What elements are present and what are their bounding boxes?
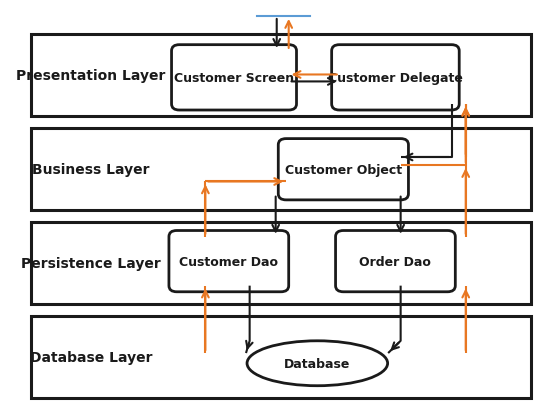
Text: Customer Dao: Customer Dao xyxy=(180,255,279,268)
FancyBboxPatch shape xyxy=(169,231,289,292)
FancyBboxPatch shape xyxy=(31,36,531,117)
Text: Persistence Layer: Persistence Layer xyxy=(21,256,160,271)
FancyBboxPatch shape xyxy=(171,45,296,111)
Text: Customer Object: Customer Object xyxy=(285,164,402,176)
Text: Customer Screen: Customer Screen xyxy=(174,72,294,85)
Text: Presentation Layer: Presentation Layer xyxy=(16,69,165,83)
Text: Database: Database xyxy=(284,357,350,370)
FancyBboxPatch shape xyxy=(31,223,531,304)
Text: Customer Delegate: Customer Delegate xyxy=(328,72,463,85)
FancyBboxPatch shape xyxy=(31,129,531,211)
FancyBboxPatch shape xyxy=(336,231,455,292)
Ellipse shape xyxy=(247,341,388,386)
FancyBboxPatch shape xyxy=(332,45,459,111)
FancyBboxPatch shape xyxy=(31,316,531,398)
Text: Business Layer: Business Layer xyxy=(32,163,150,177)
FancyBboxPatch shape xyxy=(279,139,409,200)
Text: Database Layer: Database Layer xyxy=(29,350,152,364)
Text: Order Dao: Order Dao xyxy=(360,255,431,268)
